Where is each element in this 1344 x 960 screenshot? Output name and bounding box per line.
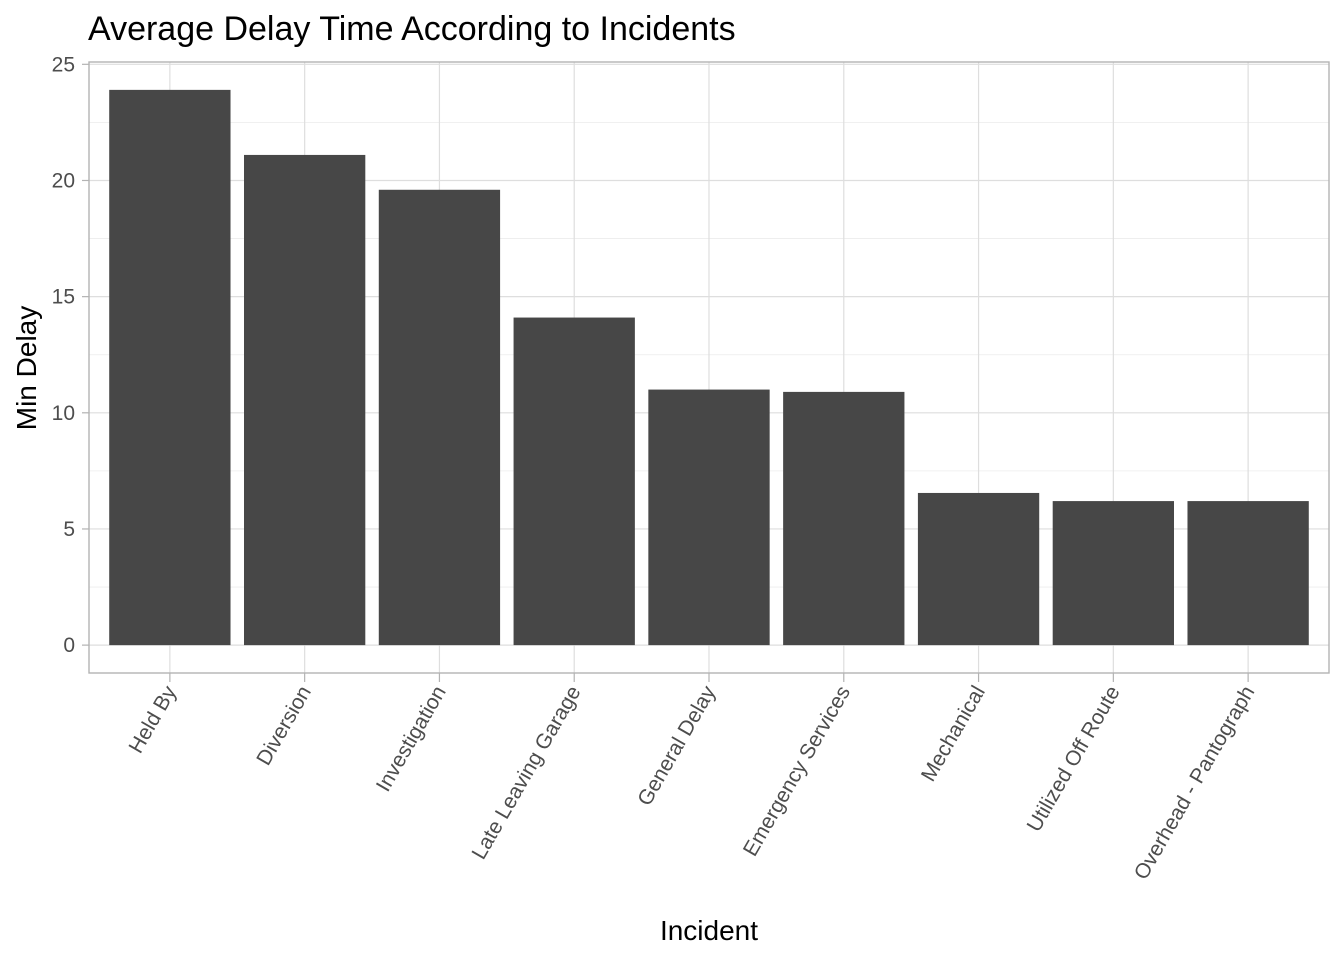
x-tick-label: Utilized Off Route <box>1023 682 1125 836</box>
y-axis: 0 5 10 15 20 25 <box>52 53 89 657</box>
x-tick-label: Mechanical <box>917 682 990 786</box>
x-axis-title: Incident <box>660 915 758 946</box>
bar-general-delay <box>648 389 770 646</box>
chart-title: Average Delay Time According to Incident… <box>88 10 736 48</box>
x-tick-label: General Delay <box>633 682 720 810</box>
bar-diversion <box>244 154 366 646</box>
x-tick-label: Held By <box>125 682 182 758</box>
bar-late-leaving-garage <box>513 317 635 646</box>
bars <box>109 89 1309 646</box>
y-tick-label: 15 <box>52 286 75 309</box>
x-tick-label: Overhead - Pantograph <box>1130 682 1260 884</box>
bar-utilized-off-route <box>1052 501 1174 646</box>
y-tick-label: 25 <box>52 53 75 76</box>
y-tick-label: 20 <box>52 169 75 192</box>
x-tick-label: Diversion <box>252 682 316 769</box>
y-tick-label: 5 <box>63 518 75 541</box>
y-tick-label: 10 <box>52 402 75 425</box>
y-tick-label: 0 <box>63 634 75 657</box>
x-tick-label: Investigation <box>372 682 451 796</box>
bar-overhead-pantograph <box>1187 501 1309 646</box>
x-tick-label: Emergency Services <box>739 682 855 860</box>
x-tick-label: Late Leaving Garage <box>468 682 586 863</box>
bar-held-by <box>109 89 231 646</box>
y-axis-title: Min Delay <box>11 306 42 430</box>
bar-investigation <box>378 189 501 646</box>
bar-mechanical <box>917 492 1040 646</box>
x-axis: Held By Diversion Investigation Late Leavin… <box>125 673 1260 884</box>
bar-emergency-services <box>783 391 905 646</box>
